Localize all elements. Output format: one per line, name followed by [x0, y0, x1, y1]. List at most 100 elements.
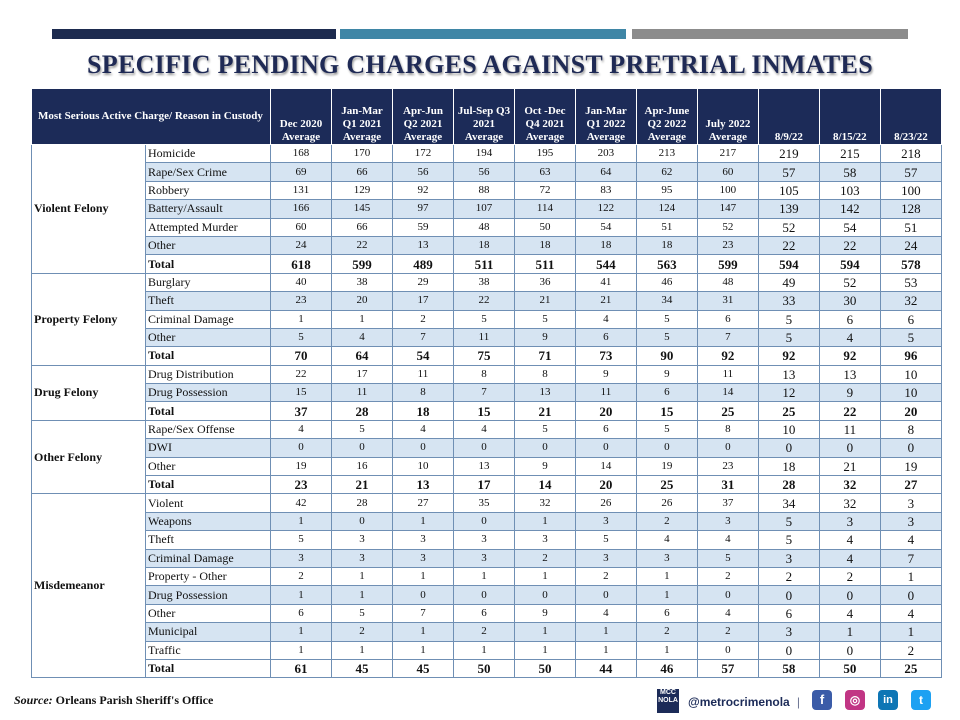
charge-label: Other [144, 327, 272, 348]
value-cell: 1 [391, 640, 454, 660]
facebook-icon[interactable]: f [812, 690, 832, 710]
header-column: Oct -Dec Q4 2021 Average [513, 88, 576, 145]
value-cell: 618 [270, 254, 332, 274]
value-cell: 21 [574, 291, 637, 311]
value-cell: 4 [391, 419, 454, 440]
value-cell: 92 [696, 346, 759, 366]
value-cell: 62 [635, 162, 698, 182]
value-cell: 19 [879, 456, 943, 477]
value-cell: 26 [574, 493, 637, 513]
value-cell: 3 [452, 548, 515, 568]
value-cell: 59 [391, 217, 454, 237]
value-cell: 20 [574, 401, 637, 421]
value-cell: 3 [391, 548, 454, 568]
value-cell: 215 [818, 143, 881, 164]
value-cell: 92 [391, 180, 454, 201]
value-cell: 0 [818, 585, 881, 605]
value-cell: 83 [574, 180, 637, 201]
value-cell: 1 [391, 511, 454, 532]
value-cell: 1 [331, 566, 393, 587]
table-row: Theft 23 20 17 22 21 21 34 31 33 30 32 [32, 291, 943, 311]
value-cell: 0 [696, 585, 759, 605]
value-cell: 58 [818, 162, 881, 182]
value-cell: 25 [696, 401, 759, 421]
instagram-icon[interactable]: ◎ [845, 690, 865, 710]
value-cell: 92 [757, 346, 820, 366]
value-cell: 11 [452, 327, 515, 348]
value-cell: 13 [818, 364, 881, 385]
value-cell: 131 [270, 180, 332, 201]
value-cell: 70 [270, 346, 332, 366]
category-label: Drug Felony [31, 364, 146, 421]
twitter-icon[interactable]: t [911, 690, 931, 710]
value-cell: 30 [818, 291, 881, 311]
value-cell: 1 [270, 511, 332, 532]
header-column: 8/9/22 [757, 88, 820, 145]
header-column: 8/15/22 [818, 88, 881, 145]
value-cell: 0 [331, 511, 393, 532]
value-cell: 19 [270, 456, 332, 477]
charge-label: Traffic [144, 640, 272, 660]
table-row: Battery/Assault 166 145 97 107 114 122 124 147 13… [32, 199, 943, 219]
value-cell: 27 [879, 475, 943, 495]
value-cell: 41 [574, 272, 637, 293]
value-cell: 7 [452, 383, 515, 403]
value-cell: 1 [452, 566, 515, 587]
header-row: Most Serious Active Charge/ Reason in Cu… [30, 88, 943, 145]
table-row: Property Felony Burglary 40 38 29 38 36 41 46 48 4… [31, 272, 943, 366]
value-cell: 0 [818, 640, 881, 660]
social-handle[interactable]: @metrocrimenola [688, 695, 790, 709]
value-cell: 21 [513, 291, 576, 311]
value-cell: 46 [635, 272, 698, 293]
value-cell: 8 [452, 364, 515, 385]
linkedin-icon[interactable]: in [878, 690, 898, 710]
table-row: Rape/Sex Crime 69 66 56 56 63 64 62 60 57 58 57 [32, 162, 943, 182]
value-cell: 54 [574, 217, 637, 237]
value-cell: 2 [879, 640, 943, 660]
total-row: Total 23 21 13 17 14 20 25 31 28 32 27 [32, 475, 943, 495]
value-cell: 217 [696, 143, 759, 164]
value-cell: 139 [757, 199, 820, 219]
charge-label: Criminal Damage [144, 548, 272, 568]
table-row: Drug Possession 1 1 0 0 0 0 1 0 0 0 0 [32, 585, 943, 605]
value-cell: 51 [879, 217, 943, 237]
value-cell: 72 [513, 180, 576, 201]
value-cell: 19 [635, 456, 698, 477]
value-cell: 0 [452, 438, 515, 458]
value-cell: 7 [391, 327, 454, 348]
value-cell: 22 [270, 364, 332, 385]
value-cell: 11 [818, 419, 881, 440]
value-cell: 34 [757, 493, 820, 513]
value-cell: 9 [513, 603, 576, 624]
value-cell: 66 [331, 162, 393, 182]
value-cell: 34 [635, 291, 698, 311]
value-cell: 88 [452, 180, 515, 201]
value-cell: 2 [331, 622, 393, 642]
charge-label: Battery/Assault [144, 199, 272, 219]
value-cell: 33 [757, 291, 820, 311]
value-cell: 5 [757, 511, 820, 532]
charge-label: Other [144, 235, 272, 256]
value-cell: 1 [635, 585, 698, 605]
value-cell: 4 [696, 530, 759, 550]
value-cell: 9 [574, 364, 637, 385]
value-cell: 6 [879, 309, 943, 329]
value-cell: 2 [391, 309, 454, 329]
table-row: Violent Felony Homicide 168 170 172 194 195 203… [31, 143, 943, 274]
value-cell: 73 [574, 346, 637, 366]
value-cell: 32 [513, 493, 576, 513]
value-cell: 57 [696, 658, 759, 679]
value-cell: 578 [879, 254, 943, 274]
table-row: Other Felony Rape/Sex Offense 4 5 4 4 5 6 5 8 10 11… [31, 419, 943, 495]
value-cell: 31 [696, 475, 759, 495]
value-cell: 594 [757, 254, 820, 274]
header-column: 8/23/22 [879, 88, 943, 145]
value-cell: 3 [270, 548, 332, 568]
header-column: July 2022 Average [696, 88, 759, 145]
value-cell: 5 [757, 530, 820, 550]
value-cell: 13 [757, 364, 820, 385]
page-title: SPECIFIC PENDING CHARGES AGAINST PRETRIA… [87, 50, 873, 79]
value-cell: 48 [452, 217, 515, 237]
charge-label: Theft [144, 530, 272, 550]
value-cell: 3 [331, 548, 393, 568]
